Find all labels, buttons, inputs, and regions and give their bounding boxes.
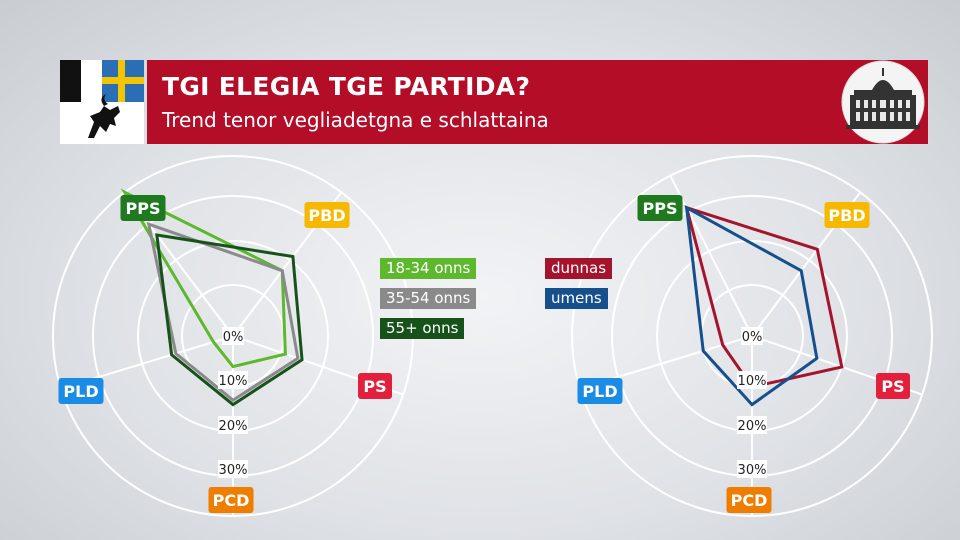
tick-label-text: 10%	[219, 374, 248, 389]
axis-label-text: PPS	[126, 199, 161, 218]
tick-label: 10%	[737, 371, 767, 389]
legend-entry: 55+ onns	[380, 318, 465, 339]
page-title: TGI ELEGIA TGE PARTIDA?	[162, 72, 531, 101]
axis-label-bg	[58, 378, 104, 404]
title-banner: TGI ELEGIA TGE PARTIDA? Trend tenor vegl…	[147, 60, 838, 144]
federal-palace-icon	[838, 60, 928, 144]
axis-label-PS: PS	[876, 373, 910, 399]
tick-label-bg	[218, 416, 248, 434]
tick-label-text: 0%	[223, 330, 244, 345]
tick-label: 20%	[737, 416, 767, 434]
tick-label: 20%	[218, 416, 248, 434]
page-subtitle: Trend tenor vegliadetgna e schlattaina	[162, 108, 549, 132]
tick-label-text: 0%	[742, 330, 763, 345]
axis-label-PLD: PLD	[58, 378, 104, 404]
tick-label-text: 20%	[219, 419, 248, 434]
axis-label-text: PBD	[828, 206, 865, 225]
tick-label-bg	[218, 371, 248, 389]
axis-label-bg	[824, 202, 870, 228]
series-line-35-54-onns	[146, 221, 300, 403]
legend-entry: 35-54 onns	[380, 288, 477, 309]
tick-label-text: 20%	[738, 419, 767, 434]
axis-label-text: PLD	[63, 382, 98, 401]
axis-label-text: PS	[881, 377, 904, 396]
axis-label-PCD: PCD	[208, 487, 254, 513]
tick-label: 30%	[218, 460, 248, 478]
axis-label-bg	[304, 202, 350, 228]
series-line-55+-onns	[155, 233, 304, 407]
axis-label-PPS: PPS	[637, 195, 683, 221]
tick-label-bg	[741, 327, 763, 345]
axis-label-PCD: PCD	[726, 487, 772, 513]
tick-label-bg	[737, 371, 767, 389]
axis-label-text: PS	[363, 377, 386, 396]
axis-label-PBD: PBD	[824, 202, 870, 228]
axis-label-PPS: PPS	[120, 195, 166, 221]
tick-label-text: 30%	[219, 463, 248, 478]
tick-label-bg	[737, 460, 767, 478]
tick-label-text: 30%	[738, 463, 767, 478]
tick-label-bg	[737, 416, 767, 434]
axis-label-text: PCD	[731, 491, 768, 510]
graubuenden-crest-icon	[60, 60, 144, 144]
axis-label-text: PLD	[582, 382, 617, 401]
tick-label-text: 10%	[738, 374, 767, 389]
axis-label-bg	[637, 195, 683, 221]
series-line-dunnas	[684, 205, 844, 389]
series-line-18-34-onns	[120, 188, 287, 369]
axis-label-bg	[876, 373, 910, 399]
axis-label-text: PBD	[308, 206, 345, 225]
axis-label-bg	[726, 487, 772, 513]
tick-label: 0%	[222, 327, 244, 345]
axis-label-bg	[208, 487, 254, 513]
radar-chart-gender: 0% 10% 20% 30% PPS PBD PS PCD PLD	[571, 155, 933, 517]
radar-chart-age: 0% 10% 20% 30% PPS PBD PS PCD PLD	[52, 155, 414, 517]
axis-label-PBD: PBD	[304, 202, 350, 228]
radar-spoke	[669, 175, 753, 337]
axis-label-bg	[120, 195, 166, 221]
legend-entry: 18-34 onns	[380, 258, 477, 279]
axis-label-text: PPS	[643, 199, 678, 218]
tick-label: 30%	[737, 460, 767, 478]
legend-entry: dunnas	[545, 258, 613, 279]
series-line-umens	[684, 204, 819, 407]
axis-label-PS: PS	[358, 373, 392, 399]
legend-entry: umens	[545, 288, 608, 309]
axis-label-bg	[358, 373, 392, 399]
tick-label: 0%	[741, 327, 763, 345]
tick-label-bg	[222, 327, 244, 345]
tick-label: 10%	[218, 371, 248, 389]
axis-label-PLD: PLD	[577, 378, 623, 404]
axis-label-text: PCD	[213, 491, 250, 510]
axis-label-bg	[577, 378, 623, 404]
tick-label-bg	[218, 460, 248, 478]
